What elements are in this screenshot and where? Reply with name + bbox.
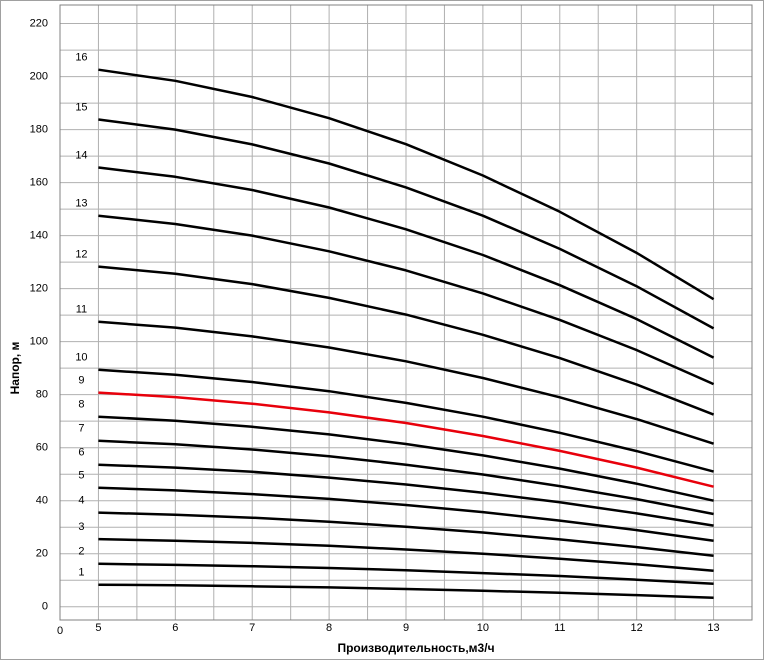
- series-label: 11: [76, 304, 87, 316]
- series-label: 7: [78, 423, 84, 435]
- y-tick-label: 0: [42, 601, 48, 613]
- series-line: [98, 265, 715, 416]
- series-line: [98, 391, 714, 488]
- y-tick-label: 40: [36, 495, 48, 507]
- series-label: 4: [78, 495, 84, 507]
- series-label: 5: [78, 470, 84, 482]
- origin-label: 0: [57, 625, 63, 637]
- series-label: 14: [75, 149, 87, 161]
- series-label: 6: [78, 447, 84, 459]
- x-tick-label: 9: [403, 622, 409, 634]
- series-label: 10: [75, 352, 87, 364]
- series-label: 12: [75, 249, 87, 261]
- series-label: 1: [78, 567, 84, 579]
- series-label: 9: [78, 374, 84, 386]
- series-label: 3: [78, 521, 84, 533]
- series-line: [98, 166, 715, 359]
- y-tick-label: 120: [30, 283, 48, 295]
- y-tick-label: 220: [30, 17, 48, 29]
- y-tick-label: 60: [36, 442, 48, 454]
- y-tick-label: 200: [30, 70, 48, 82]
- x-tick-label: 12: [631, 622, 643, 634]
- x-tick-label: 5: [95, 622, 101, 634]
- x-tick-label: 13: [707, 622, 719, 634]
- series-label: 8: [78, 399, 84, 411]
- x-tick-label: 11: [554, 622, 565, 634]
- series-label: 15: [75, 101, 87, 113]
- x-tick-label: 8: [326, 622, 332, 634]
- plot-frame: [59, 4, 753, 621]
- y-tick-label: 160: [30, 177, 48, 189]
- y-tick-label: 100: [30, 336, 48, 348]
- y-tick-label: 20: [36, 548, 48, 560]
- series-label: 16: [75, 52, 87, 64]
- series-line: [98, 562, 714, 585]
- series-line: [98, 463, 714, 527]
- series-line: [98, 214, 715, 386]
- series-line: [98, 537, 714, 572]
- y-tick-label: 180: [30, 123, 48, 135]
- x-axis-title: Производительность,м3/ч: [337, 641, 494, 655]
- y-tick-label: 140: [30, 230, 48, 242]
- series-label: 2: [78, 546, 84, 558]
- x-tick-label: 6: [172, 622, 178, 634]
- series-lines: [98, 68, 715, 599]
- series-line: [98, 118, 715, 330]
- series-line: [98, 415, 714, 502]
- x-tick-label: 7: [249, 622, 255, 634]
- series-line: [98, 439, 714, 516]
- series-line: [98, 486, 714, 542]
- series-line: [98, 320, 714, 445]
- y-tick-label: 80: [36, 389, 48, 401]
- y-axis-title: Напор, м: [8, 341, 22, 394]
- series-line: [98, 368, 714, 473]
- series-label: 13: [75, 198, 87, 210]
- series-line: [98, 511, 714, 558]
- series-line: [98, 68, 715, 301]
- series-line: [98, 583, 714, 599]
- x-tick-label: 10: [477, 622, 489, 634]
